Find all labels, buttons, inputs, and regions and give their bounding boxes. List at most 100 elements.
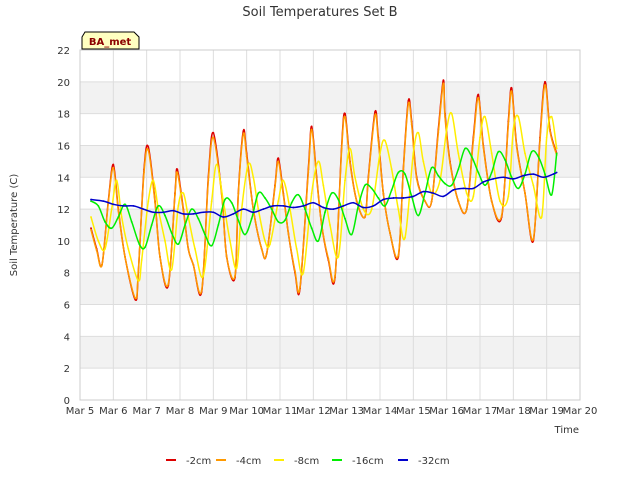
data-point [555, 152, 558, 155]
series-layer [90, 79, 558, 302]
data-point [282, 179, 285, 182]
legend-label: -32cm [418, 456, 450, 467]
data-point [257, 208, 260, 210]
data-point [477, 171, 480, 174]
data-point [157, 208, 160, 210]
data-point [112, 166, 115, 169]
data-point [439, 179, 441, 182]
data-point [310, 192, 313, 195]
data-point [272, 205, 275, 207]
data-point [257, 192, 260, 195]
x-tick-label: Mar 8 [166, 406, 194, 417]
data-point [172, 209, 175, 212]
data-point [124, 203, 126, 206]
data-point [377, 197, 380, 199]
data-point [200, 289, 203, 292]
data-point [154, 201, 156, 204]
data-point [210, 244, 213, 247]
data-point [490, 200, 493, 203]
x-tick-label: Mar 12 [296, 406, 331, 417]
data-point [442, 79, 445, 82]
data-point [370, 208, 373, 210]
data-point [112, 203, 115, 206]
station-tag: BA_met [81, 31, 140, 50]
data-point [402, 197, 405, 199]
data-point [176, 171, 179, 174]
data-point [212, 211, 215, 214]
data-point [539, 139, 541, 142]
data-point [282, 193, 285, 196]
data-point [137, 279, 140, 282]
data-point [327, 257, 330, 260]
legend-label: -4cm [236, 456, 261, 467]
data-point [224, 198, 226, 201]
data-point [97, 205, 100, 207]
data-point [432, 192, 435, 195]
legend-item: -32cm [398, 456, 450, 467]
data-point [417, 214, 420, 217]
x-axis-label: Time [554, 425, 579, 436]
data-point [164, 214, 166, 217]
data-point [465, 192, 468, 195]
data-point [192, 263, 195, 266]
data-point [550, 115, 553, 118]
x-tick-label: Mar 14 [363, 406, 398, 417]
data-point [329, 224, 331, 226]
y-axis-ticks: 0 2 4 6 8 10 12 14 16 18 20 22 [57, 46, 70, 407]
data-point [355, 200, 358, 203]
data-point [492, 177, 495, 180]
data-point [392, 197, 395, 199]
data-point [302, 271, 305, 274]
data-point [102, 200, 105, 203]
data-point [104, 220, 106, 223]
plot-frame [79, 49, 581, 401]
data-point [210, 200, 213, 203]
legend-item: -8cm [274, 456, 319, 467]
data-point [176, 168, 179, 171]
data-point [230, 201, 233, 204]
legend-label: -16cm [352, 456, 384, 467]
data-point [337, 255, 340, 258]
data-point [544, 173, 546, 175]
data-point [367, 177, 370, 180]
data-point [457, 200, 460, 203]
data-point [470, 155, 473, 158]
legend-item: -4cm [216, 456, 261, 467]
data-point [317, 240, 320, 242]
data-point [540, 216, 543, 218]
data-point [549, 130, 551, 133]
data-point [330, 192, 333, 195]
x-tick-label: Mar 16 [429, 406, 464, 417]
x-tick-label: Mar 15 [396, 406, 431, 417]
data-point [274, 185, 276, 188]
y-tick-label: 16 [57, 141, 70, 152]
x-tick-label: Mar 11 [263, 406, 298, 417]
data-point [349, 162, 351, 164]
data-point [362, 208, 365, 210]
x-tick-label: Mar 20 [563, 406, 598, 417]
data-point [90, 200, 92, 203]
data-point [344, 112, 346, 115]
data-point [202, 275, 205, 277]
data-point [194, 247, 196, 250]
data-point [484, 115, 486, 118]
data-point [382, 192, 385, 195]
data-point [445, 128, 448, 131]
data-point [344, 115, 346, 118]
x-tick-label: Mar 13 [329, 406, 364, 417]
data-point [265, 252, 268, 255]
data-point [482, 146, 485, 148]
data-point [212, 131, 215, 134]
data-point [397, 171, 400, 174]
data-point [430, 166, 433, 169]
y-tick-label: 8 [64, 269, 70, 280]
data-point [374, 111, 376, 113]
data-point [152, 179, 155, 182]
data-point [112, 163, 115, 166]
data-point [524, 152, 526, 155]
data-point [294, 270, 296, 273]
data-point [457, 152, 460, 155]
data-point [349, 147, 351, 150]
series-line [90, 82, 558, 300]
data-point [242, 133, 245, 136]
